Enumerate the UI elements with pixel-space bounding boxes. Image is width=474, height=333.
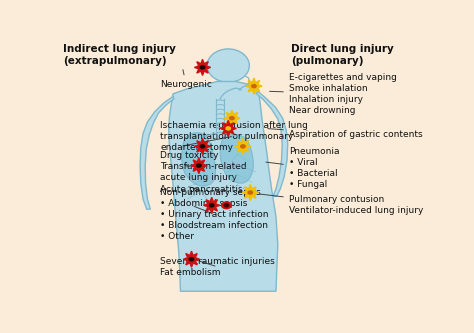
Circle shape	[230, 117, 234, 120]
Text: Acute pancreatitis: Acute pancreatitis	[160, 185, 243, 194]
Text: Pneumonia
• Viral
• Bacterial
• Fungal: Pneumonia • Viral • Bacterial • Fungal	[266, 147, 339, 189]
Ellipse shape	[207, 49, 249, 82]
Circle shape	[201, 145, 205, 148]
Polygon shape	[183, 251, 200, 267]
Circle shape	[241, 145, 245, 148]
Text: Indirect lung injury
(extrapulmonary): Indirect lung injury (extrapulmonary)	[63, 44, 176, 66]
Text: Pulmonary contusion
Ventilator-induced lung injury: Pulmonary contusion Ventilator-induced l…	[260, 194, 423, 215]
Polygon shape	[220, 121, 237, 137]
Polygon shape	[169, 82, 278, 291]
Text: Severe traumatic injuries
Fat embolism: Severe traumatic injuries Fat embolism	[160, 257, 275, 277]
Text: Aspiration of gastric contents: Aspiration of gastric contents	[268, 129, 422, 139]
Polygon shape	[224, 110, 240, 126]
Text: Ischaemia reperfusion after lung
transplantation or pulmonary
endarterectomy: Ischaemia reperfusion after lung transpl…	[160, 121, 308, 152]
Polygon shape	[204, 197, 220, 213]
Text: E-cigarettes and vaping
Smoke inhalation
Inhalation injury
Near drowning: E-cigarettes and vaping Smoke inhalation…	[270, 73, 397, 115]
Polygon shape	[256, 92, 288, 196]
Circle shape	[252, 85, 256, 88]
Text: Direct lung injury
(pulmonary): Direct lung injury (pulmonary)	[291, 44, 393, 66]
Polygon shape	[194, 138, 210, 155]
Polygon shape	[246, 78, 262, 94]
Circle shape	[201, 66, 205, 69]
Polygon shape	[235, 138, 251, 155]
Text: Neurogenic: Neurogenic	[160, 70, 212, 89]
Polygon shape	[182, 133, 215, 186]
Circle shape	[210, 204, 214, 207]
Text: Non-pulmonary sepsis
• Abdominal sepsis
• Urinary tract infection
• Bloodstream : Non-pulmonary sepsis • Abdominal sepsis …	[160, 187, 269, 241]
Circle shape	[197, 164, 201, 167]
Polygon shape	[194, 59, 210, 76]
Polygon shape	[216, 82, 228, 99]
Circle shape	[248, 191, 253, 194]
Polygon shape	[242, 184, 258, 200]
Polygon shape	[191, 158, 207, 173]
Polygon shape	[140, 96, 174, 209]
Circle shape	[189, 258, 194, 261]
Polygon shape	[220, 134, 253, 183]
Circle shape	[222, 202, 231, 209]
Text: Drug toxicity
Transfusion-related
acute lung injury: Drug toxicity Transfusion-related acute …	[160, 151, 247, 182]
Circle shape	[226, 127, 230, 130]
Circle shape	[224, 204, 228, 207]
